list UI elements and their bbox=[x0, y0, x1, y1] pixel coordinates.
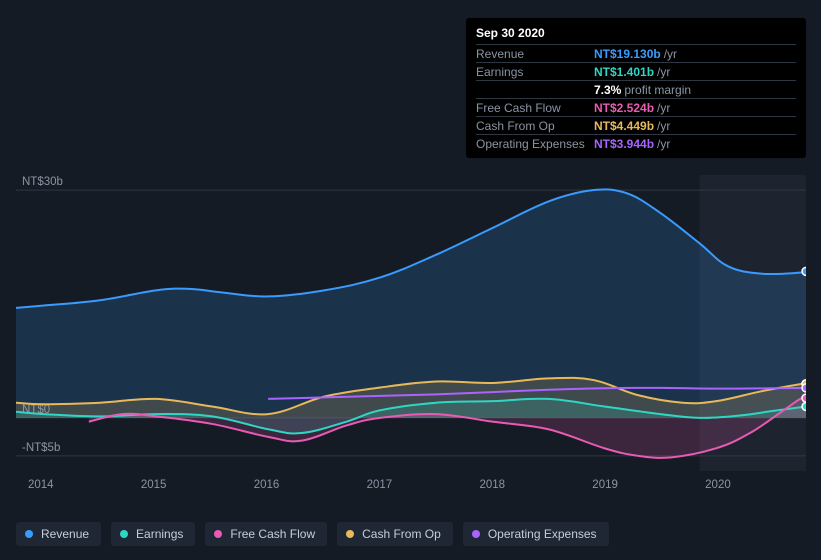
tooltip-row-value: NT$3.944b bbox=[594, 137, 654, 151]
tooltip-row: Free Cash FlowNT$2.524b/yr bbox=[476, 98, 796, 116]
tooltip-row-unit: /yr bbox=[657, 137, 670, 151]
chart-tooltip: Sep 30 2020 RevenueNT$19.130b/yrEarnings… bbox=[466, 18, 806, 158]
tooltip-row-label: Cash From Op bbox=[476, 119, 594, 133]
tooltip-row-value: NT$4.449b bbox=[594, 119, 654, 133]
tooltip-row-value: NT$1.401b bbox=[594, 65, 654, 79]
legend-item[interactable]: Operating Expenses bbox=[463, 522, 609, 546]
legend-label: Cash From Op bbox=[362, 527, 441, 541]
legend-dot-icon bbox=[346, 530, 354, 538]
series-endcap-free_cash_flow bbox=[802, 394, 806, 402]
tooltip-row-unit: /yr bbox=[664, 47, 677, 61]
legend-item[interactable]: Revenue bbox=[16, 522, 101, 546]
tooltip-row-unit: profit margin bbox=[624, 83, 691, 97]
tooltip-row-unit: /yr bbox=[657, 101, 670, 115]
legend-dot-icon bbox=[214, 530, 222, 538]
series-endcap-revenue bbox=[802, 267, 806, 275]
tooltip-row-label: Free Cash Flow bbox=[476, 101, 594, 115]
legend-label: Free Cash Flow bbox=[230, 527, 315, 541]
tooltip-row-unit: /yr bbox=[657, 119, 670, 133]
tooltip-row-value: NT$2.524b bbox=[594, 101, 654, 115]
legend-label: Revenue bbox=[41, 527, 89, 541]
legend: Revenue Earnings Free Cash Flow Cash From O… bbox=[16, 522, 609, 546]
tooltip-row: RevenueNT$19.130b/yr bbox=[476, 44, 796, 62]
tooltip-row-unit: /yr bbox=[657, 65, 670, 79]
x-axis-label: 2019 bbox=[580, 479, 693, 491]
tooltip-row: Operating ExpensesNT$3.944b/yr bbox=[476, 134, 796, 152]
legend-item[interactable]: Earnings bbox=[111, 522, 195, 546]
legend-dot-icon bbox=[25, 530, 33, 538]
tooltip-row-value: NT$19.130b bbox=[594, 47, 661, 61]
legend-dot-icon bbox=[120, 530, 128, 538]
x-axis-label: 2016 bbox=[242, 479, 355, 491]
legend-item[interactable]: Cash From Op bbox=[337, 522, 453, 546]
series-endcap-earnings bbox=[802, 402, 806, 410]
x-axis-label: 2020 bbox=[693, 479, 806, 491]
tooltip-row-label: Earnings bbox=[476, 65, 594, 79]
x-axis-label: 2017 bbox=[355, 479, 468, 491]
x-axis-label: 2018 bbox=[467, 479, 580, 491]
tooltip-date: Sep 30 2020 bbox=[476, 24, 796, 44]
series-endcap-operating_expenses bbox=[802, 384, 806, 392]
tooltip-row-value: 7.3% bbox=[594, 83, 621, 97]
chart-area[interactable] bbox=[16, 175, 806, 471]
x-axis-label: 2014 bbox=[16, 479, 129, 491]
tooltip-row: EarningsNT$1.401b/yr bbox=[476, 62, 796, 80]
legend-label: Operating Expenses bbox=[488, 527, 597, 541]
tooltip-row: 7.3%profit margin bbox=[476, 80, 796, 98]
x-axis-label: 2015 bbox=[129, 479, 242, 491]
legend-label: Earnings bbox=[136, 527, 183, 541]
legend-dot-icon bbox=[472, 530, 480, 538]
tooltip-row: Cash From OpNT$4.449b/yr bbox=[476, 116, 796, 134]
tooltip-row-label: Operating Expenses bbox=[476, 137, 594, 151]
legend-item[interactable]: Free Cash Flow bbox=[205, 522, 327, 546]
tooltip-row-label: Revenue bbox=[476, 47, 594, 61]
